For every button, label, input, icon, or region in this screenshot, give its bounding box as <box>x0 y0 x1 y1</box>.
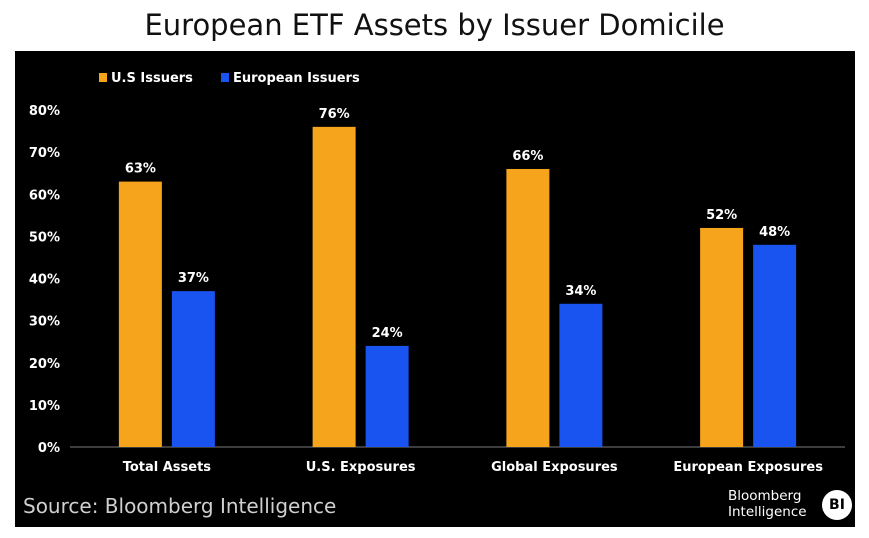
bar <box>312 126 356 447</box>
data-label: 37% <box>178 271 209 286</box>
legend-label: U.S Issuers <box>111 71 193 86</box>
data-label: 52% <box>706 208 737 223</box>
bar <box>365 345 409 447</box>
logo-line-1: Bloomberg <box>728 488 802 504</box>
x-tick-label: European Exposures <box>673 460 823 475</box>
y-tick-label: 70% <box>29 146 60 161</box>
x-tick-label: Total Assets <box>123 460 212 475</box>
data-label: 48% <box>759 225 790 240</box>
bar <box>118 181 162 448</box>
data-label: 66% <box>512 149 543 164</box>
y-tick-label: 30% <box>29 315 60 330</box>
bi-badge-icon: BI <box>822 490 852 520</box>
y-tick-label: 20% <box>29 357 60 372</box>
y-tick-label: 0% <box>38 441 60 456</box>
legend-swatch <box>221 73 229 82</box>
logo-line-2: Intelligence <box>728 504 807 520</box>
legend-swatch <box>99 73 107 82</box>
bar <box>506 168 550 447</box>
y-tick-label: 80% <box>29 104 60 119</box>
chart-title: European ETF Assets by Issuer Domicile <box>144 8 725 42</box>
bar <box>171 291 215 447</box>
bar <box>700 227 744 447</box>
source-note: Source: Bloomberg Intelligence <box>23 494 337 518</box>
data-label: 63% <box>125 162 156 177</box>
x-tick-label: Global Exposures <box>491 460 618 475</box>
bloomberg-intelligence-logo: Bloomberg Intelligence BI <box>728 488 853 524</box>
y-tick-label: 10% <box>29 399 60 414</box>
data-label: 24% <box>372 326 403 341</box>
y-tick-label: 50% <box>29 230 60 245</box>
bar <box>559 303 603 447</box>
legend-label: European Issuers <box>233 71 360 86</box>
y-tick-label: 60% <box>29 188 60 203</box>
bar <box>753 244 797 447</box>
data-label: 76% <box>319 107 350 122</box>
y-tick-label: 40% <box>29 273 60 288</box>
x-tick-label: U.S. Exposures <box>306 460 416 475</box>
data-label: 34% <box>565 284 596 299</box>
